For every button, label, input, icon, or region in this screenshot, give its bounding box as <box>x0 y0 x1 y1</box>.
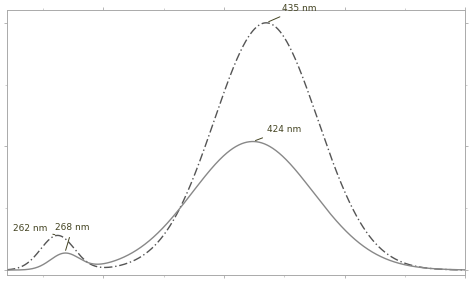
Text: 435 nm: 435 nm <box>269 4 316 22</box>
Text: 268 nm: 268 nm <box>55 223 90 250</box>
Text: 424 nm: 424 nm <box>255 125 302 140</box>
Text: 262 nm: 262 nm <box>13 224 55 235</box>
